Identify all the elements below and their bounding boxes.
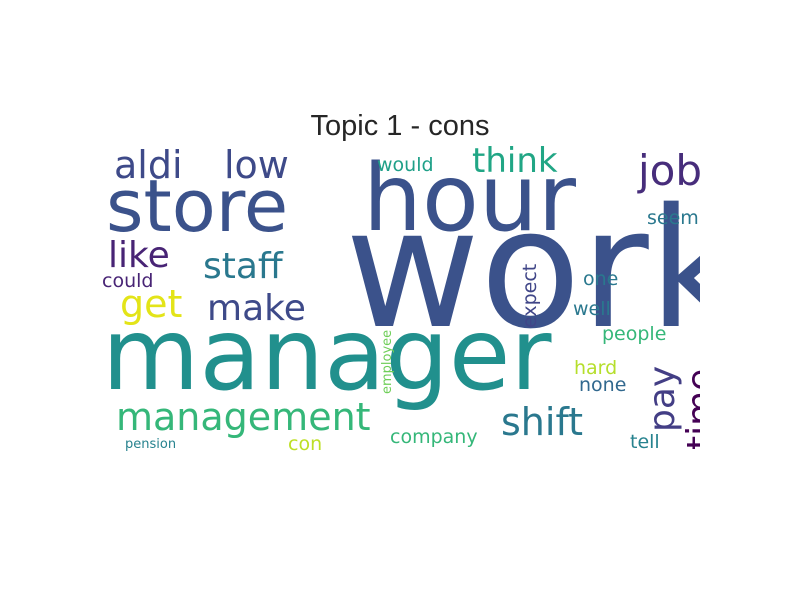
word-think: think bbox=[472, 142, 558, 181]
word-time: time bbox=[680, 368, 700, 450]
word-work: work bbox=[345, 173, 700, 365]
word-store: store bbox=[106, 164, 289, 248]
word-make: make bbox=[207, 288, 306, 329]
plot-title: Topic 1 - cons bbox=[310, 110, 490, 142]
word-pay: pay bbox=[642, 365, 683, 432]
word-company: company bbox=[390, 426, 478, 448]
word-cloud: work manager hour store management job a… bbox=[100, 142, 700, 462]
word-tell: tell bbox=[630, 431, 660, 453]
word-get: get bbox=[120, 282, 183, 326]
word-management: management bbox=[116, 395, 371, 439]
word-well: well bbox=[573, 298, 611, 320]
word-employee: employee bbox=[380, 329, 395, 394]
word-shift: shift bbox=[501, 400, 584, 444]
word-expect: expect bbox=[519, 263, 541, 328]
word-manager: manager bbox=[102, 296, 552, 413]
word-people: people bbox=[602, 323, 667, 345]
word-job: job bbox=[638, 146, 700, 195]
word-would: would bbox=[377, 154, 434, 176]
word-like: like bbox=[108, 235, 170, 276]
word-staff: staff bbox=[203, 246, 283, 287]
word-one: one bbox=[583, 268, 619, 290]
word-hard: hard bbox=[574, 357, 618, 379]
word-low: low bbox=[224, 143, 289, 187]
word-seem: seem bbox=[647, 207, 699, 229]
word-con: con bbox=[288, 433, 323, 455]
word-hour: hour bbox=[363, 144, 577, 252]
word-could: could bbox=[102, 270, 154, 292]
word-aldi: aldi bbox=[114, 143, 183, 187]
word-none: none bbox=[579, 374, 627, 396]
word-pension: pension bbox=[125, 437, 177, 452]
